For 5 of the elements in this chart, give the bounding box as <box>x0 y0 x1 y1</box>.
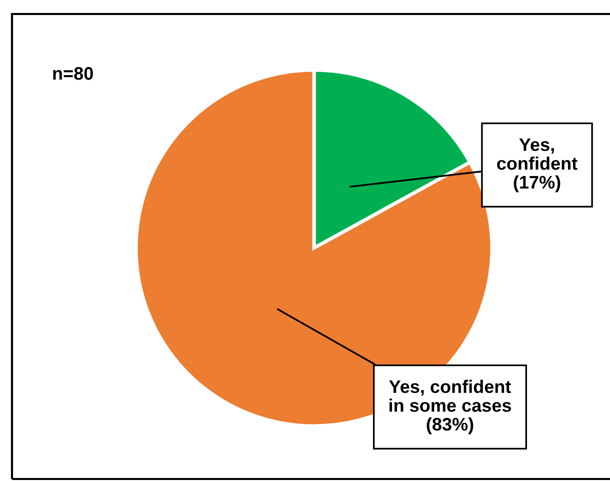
text: n=80 <box>53 67 93 80</box>
data-label: (83%) <box>426 417 474 434</box>
slice-label: Yes, confident in some cases <box>389 380 511 412</box>
data-label: (17%) <box>514 175 560 192</box>
slice-label: Yes, confident <box>497 138 578 170</box>
